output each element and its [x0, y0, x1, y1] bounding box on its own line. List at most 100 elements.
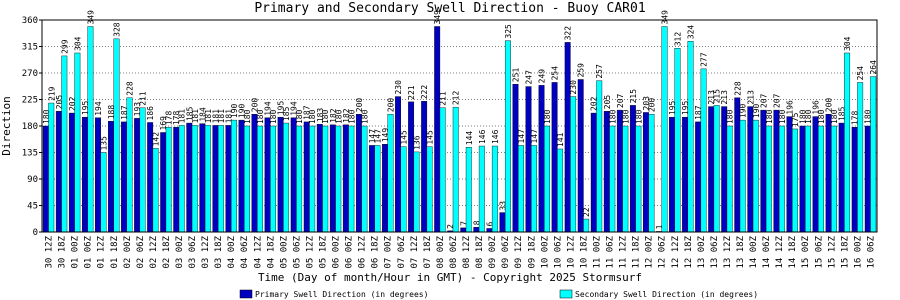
bar: [609, 125, 616, 233]
bar: [61, 55, 68, 233]
value-label: 180: [765, 109, 774, 124]
x-tick-label: 02 00Z: [123, 235, 133, 268]
bar: [335, 125, 342, 233]
bar: [230, 119, 237, 233]
value-label: 181: [178, 109, 187, 124]
bar: [486, 228, 493, 233]
bar: [186, 122, 193, 233]
bar: [812, 116, 819, 233]
value-label: 195: [81, 101, 90, 116]
legend-swatch: [559, 289, 573, 299]
bar: [870, 76, 877, 233]
bar: [583, 218, 590, 233]
value-label: 193: [133, 102, 142, 117]
x-tick-label: 07 12Z: [410, 235, 420, 268]
value-label: 228: [126, 81, 135, 96]
x-tick-label: 03 12Z: [201, 235, 211, 268]
bar: [421, 101, 428, 233]
x-tick-label: 06 12Z: [358, 235, 368, 268]
bar: [773, 109, 780, 233]
bar: [452, 106, 459, 233]
value-label: 213: [707, 90, 716, 105]
bar: [557, 148, 564, 233]
bar: [348, 125, 355, 233]
x-tick-label: 08 18Z: [475, 235, 485, 268]
value-label: 135: [99, 136, 108, 151]
value-label: 349: [660, 10, 669, 25]
value-label: 277: [700, 52, 709, 67]
value-label: 169: [159, 116, 168, 131]
bar: [760, 109, 767, 233]
x-tick-label: 04 06Z: [240, 235, 250, 268]
x-tick-label: 07 00Z: [384, 235, 394, 268]
bar: [491, 145, 498, 233]
bar: [499, 212, 506, 233]
legend-label: Primary Swell Direction (in degrees): [255, 290, 428, 299]
bar: [713, 105, 720, 233]
bar: [277, 116, 284, 233]
value-label: 146: [478, 129, 487, 144]
x-tick-label: 01 12Z: [97, 235, 107, 268]
bar: [765, 125, 772, 233]
value-label: 325: [504, 24, 513, 39]
x-tick-label: 11 00Z: [592, 235, 602, 268]
x-tick-label: 09 00Z: [488, 235, 498, 268]
bar: [700, 68, 707, 233]
bar: [570, 96, 577, 233]
value-label: 181: [191, 109, 200, 124]
value-label: 147: [368, 129, 377, 144]
bar: [329, 124, 336, 233]
x-tick-label: 12 18Z: [684, 235, 694, 268]
value-label: 186: [146, 106, 155, 121]
bar: [264, 117, 271, 233]
y-tick-label: 225: [22, 96, 38, 106]
value-label: 304: [73, 36, 82, 51]
value-label: 183: [316, 108, 325, 123]
x-tick-label: 13 06Z: [710, 235, 720, 268]
value-label: 147: [373, 129, 382, 144]
x-tick-label: 09 06Z: [501, 235, 511, 268]
x-tick-label: 11 12Z: [619, 235, 629, 268]
x-tick-label: 04 12Z: [253, 235, 263, 268]
bar: [648, 114, 655, 233]
x-tick-label: 10 00Z: [540, 235, 550, 268]
bar: [616, 109, 623, 233]
y-tick-label: 135: [22, 149, 38, 159]
bar: [191, 125, 198, 233]
y-tick-label: 45: [27, 202, 38, 212]
x-tick-label: 01 00Z: [71, 235, 81, 268]
value-label: 22: [582, 207, 591, 217]
bar: [721, 106, 728, 233]
value-label: 180: [308, 109, 317, 124]
value-label: 1: [655, 224, 664, 229]
bar: [838, 122, 845, 233]
value-label: 221: [407, 85, 416, 100]
value-label: 175: [791, 112, 800, 127]
bar: [739, 119, 746, 233]
x-tick-label: 09 12Z: [514, 235, 524, 268]
bar: [747, 106, 754, 233]
value-label: 181: [211, 109, 220, 124]
x-tick-label: 12 00Z: [645, 235, 655, 268]
x-tick-label: 02 18Z: [162, 235, 172, 268]
x-tick-label: 11 18Z: [632, 235, 642, 268]
x-tick-label: 30 18Z: [58, 235, 68, 268]
value-label: 180: [347, 109, 356, 124]
x-tick-label: 01 18Z: [110, 235, 120, 268]
value-label: 251: [511, 68, 520, 83]
x-tick-label: 12 06Z: [658, 235, 668, 268]
value-label: 200: [386, 98, 395, 113]
plot-frame: [41, 19, 878, 233]
bar: [413, 151, 420, 233]
value-label: 180: [621, 109, 630, 124]
bar: [126, 97, 133, 233]
bar: [74, 52, 81, 233]
value-label: 7: [459, 221, 468, 226]
bar: [48, 102, 55, 233]
bar: [635, 125, 642, 233]
value-label: 215: [629, 89, 638, 104]
bar: [661, 26, 668, 233]
bar: [825, 114, 832, 233]
y-tick-label: 315: [22, 43, 38, 53]
